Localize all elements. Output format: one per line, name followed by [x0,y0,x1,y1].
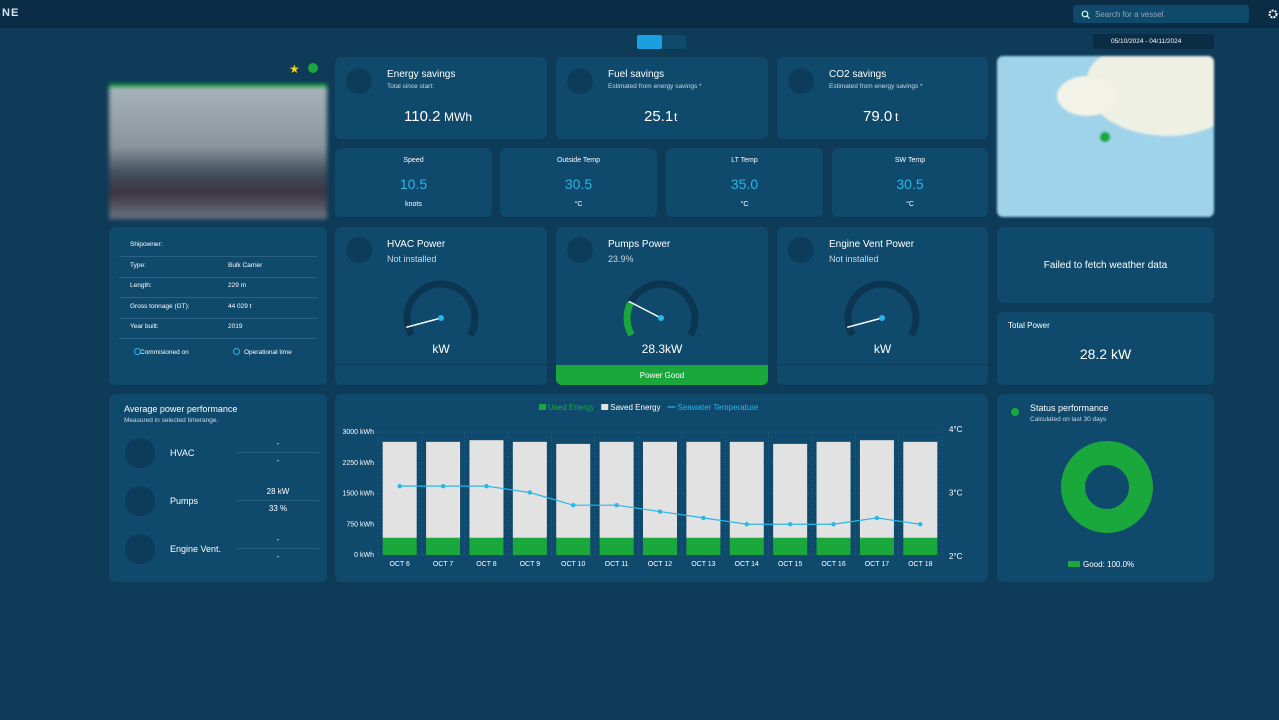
info-link[interactable]: Operational time [244,349,292,356]
reading-value: 30.5 [896,176,924,192]
card-value: 110.2 [404,108,441,125]
vessel-card: ★ [109,56,327,219]
badge-text: Power Good [639,371,685,380]
info-label: Shipowner: [130,241,163,248]
weather-message: Failed to fetch weather data [1043,260,1168,271]
card-subtitle: Estimated from energy savings * [829,83,923,90]
info-label: Year built: [130,323,159,330]
card-title: Status performance [1030,403,1109,413]
power-status: Not installed [829,254,879,264]
power-card: Pumps Power 23.9% 28.3kW Power Good [556,227,768,385]
savings-card: Fuel savings Estimated from energy savin… [556,57,768,139]
card-subtitle: Calculated on last 30 days [1030,416,1107,423]
online-status [308,63,318,73]
card-subtitle: Measured in selected timerange. [124,417,219,424]
info-link[interactable]: Commisioned on [140,349,189,356]
reading-value: 35.0 [730,176,759,192]
clock-icon [233,348,240,355]
power-reading: kW [873,342,892,356]
reading-label: SW Temp [894,157,926,164]
total-power-value: 28.2 kW [1079,346,1132,362]
card-title: Fuel savings [608,69,665,80]
reading-label: Outside Temp [556,157,601,164]
chart-view-toggle[interactable] [662,35,686,49]
search-placeholder: Search for a vessel [1095,10,1164,19]
row-name: Pumps [170,496,199,506]
card-title: CO2 savings [829,69,887,80]
reading-card: Speed 10.5 knots [335,148,492,217]
search-icon [1081,10,1090,19]
power-badge: Power Good [556,365,768,385]
card-unit: t [674,110,678,124]
savings-card: CO2 savings Estimated from energy saving… [777,57,988,139]
card-title: Average power performance [124,404,238,414]
date-range: 05/10/2024 - 04/11/2024 [1111,38,1182,45]
check-icon [134,348,141,355]
row-bottom: - [276,552,280,561]
info-label: Length: [130,282,152,289]
weather-card: Failed to fetch weather data [997,227,1214,303]
card-title: Pumps Power [608,239,671,250]
reading-unit: °C [574,201,583,208]
info-value: 2019 [228,323,243,330]
card-value: 79.0 [863,108,893,125]
savings-card: Energy savings Total since start: 110.2 … [335,57,547,139]
reading-label: Speed [403,157,424,164]
reading-unit: knots [405,201,422,208]
card-title: Energy savings [387,69,456,80]
row-top: - [276,439,280,448]
map[interactable] [997,56,1214,217]
power-percent: 23.9% [608,254,634,264]
vessel-image [109,84,327,219]
card-subtitle: Total since start: [387,83,434,90]
row-name: Engine Vent. [170,544,222,554]
card-unit: MWh [444,110,472,124]
card-value: 25.1 [644,108,674,125]
row-top: - [276,535,280,544]
grid-view-toggle[interactable] [637,35,662,49]
reading-card: Outside Temp 30.5 °C [500,148,657,217]
info-label: Gross tonnage (GT): [130,302,190,310]
logo[interactable]: NE [2,7,20,19]
power-reading: 28.3kW [641,342,683,356]
reading-card: SW Temp 30.5 °C [832,148,988,217]
average-performance-card: Average power performance Measured in se… [109,394,327,582]
vessel-info-card: Commisioned on Operational time Shipowne… [109,227,327,385]
info-label: Type: [130,261,146,269]
reading-value: 10.5 [399,176,428,192]
card-subtitle: Estimated from energy savings * [608,83,702,90]
reading-unit: °C [740,201,749,208]
card-title: Engine Vent Power [829,239,915,250]
chart-card [335,394,988,582]
row-bottom: 33 % [268,504,288,513]
date-picker[interactable]: 05/10/2024 - 04/11/2024 [1093,34,1214,49]
card-unit: t [895,110,899,124]
row-bottom: - [276,456,280,465]
power-status: Not installed [387,254,437,264]
info-value: Bulk Carrier [228,261,263,269]
row-name: HVAC [170,448,195,458]
info-value: 229 m [228,282,247,289]
info-value: 44 029 t [228,302,252,310]
reading-value: 30.5 [564,176,593,192]
power-reading: kW [432,342,450,356]
row-top: 28 kW [266,487,290,496]
power-card: Engine Vent Power Not installed kW [777,227,988,385]
card-title: Total Power [1008,321,1050,330]
favorite-star[interactable]: ★ [289,62,300,76]
vessel-position[interactable] [1100,132,1110,142]
top-bar: NE Search for a vessel [0,0,1279,28]
status-card: Status performance Calculated on last 30… [997,394,1214,582]
total-power-card: Total Power 28.2 kW [997,312,1214,385]
settings-icon[interactable] [1267,8,1279,20]
power-card: HVAC Power Not installed kW [335,227,547,385]
reading-label: LT Temp [731,157,758,164]
land [1057,76,1117,116]
card-title: HVAC Power [387,239,446,250]
reading-unit: °C [906,201,914,208]
reading-card: LT Temp 35.0 °C [666,148,823,217]
search-box[interactable]: Search for a vessel [1073,5,1249,23]
